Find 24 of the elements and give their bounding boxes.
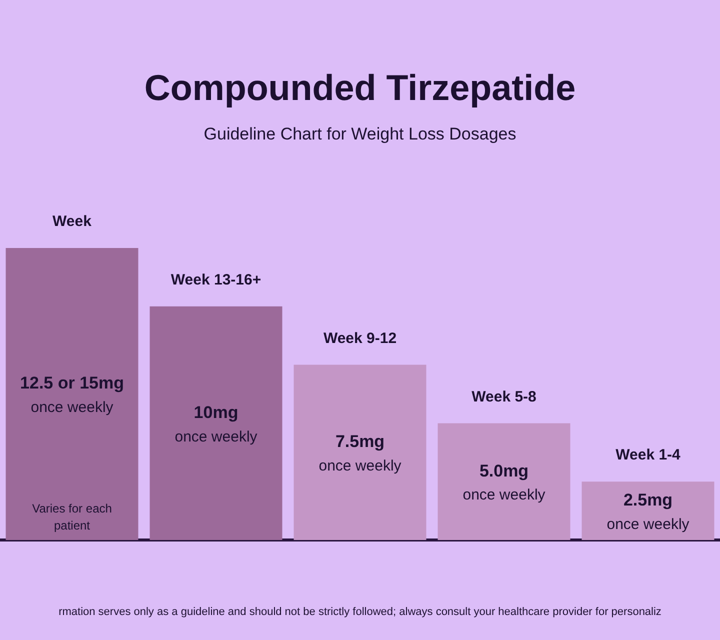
x-tick-label: Week 9-12 (323, 330, 397, 347)
annotation: once weekly (318, 458, 402, 475)
data-label: 2.5mg (623, 490, 673, 510)
bar (294, 364, 426, 540)
annotation: once weekly (174, 428, 258, 446)
chart-subtitle: Guideline Chart for Weight Loss Dosages (204, 124, 516, 144)
data-label: 5.0mg (479, 461, 529, 480)
bar (438, 423, 570, 540)
bar (150, 306, 282, 540)
chart-title: Compounded Tirzepatide (144, 66, 576, 108)
annotation: Varies for each patient (32, 501, 112, 532)
data-label: 10mg (194, 402, 238, 422)
data-label: 12.5 or 15mg (20, 374, 124, 393)
annotation: once weekly (462, 486, 546, 504)
text: rmation serves only as a guideline and should not be strictly followed; always consult your healthcare provider for personaliz (58, 606, 662, 618)
x-tick-label: Week 13-16+ (170, 272, 262, 289)
annotation: once weekly (606, 516, 690, 533)
bar (6, 248, 138, 540)
annotation: once weekly (30, 399, 114, 416)
data-label: 7.5mg (335, 432, 385, 452)
bar (582, 482, 714, 540)
x-tick-label: Week 1-4 (616, 446, 682, 464)
x-tick-label: Week (52, 213, 92, 230)
x-tick-label: Week 5-8 (472, 388, 536, 406)
